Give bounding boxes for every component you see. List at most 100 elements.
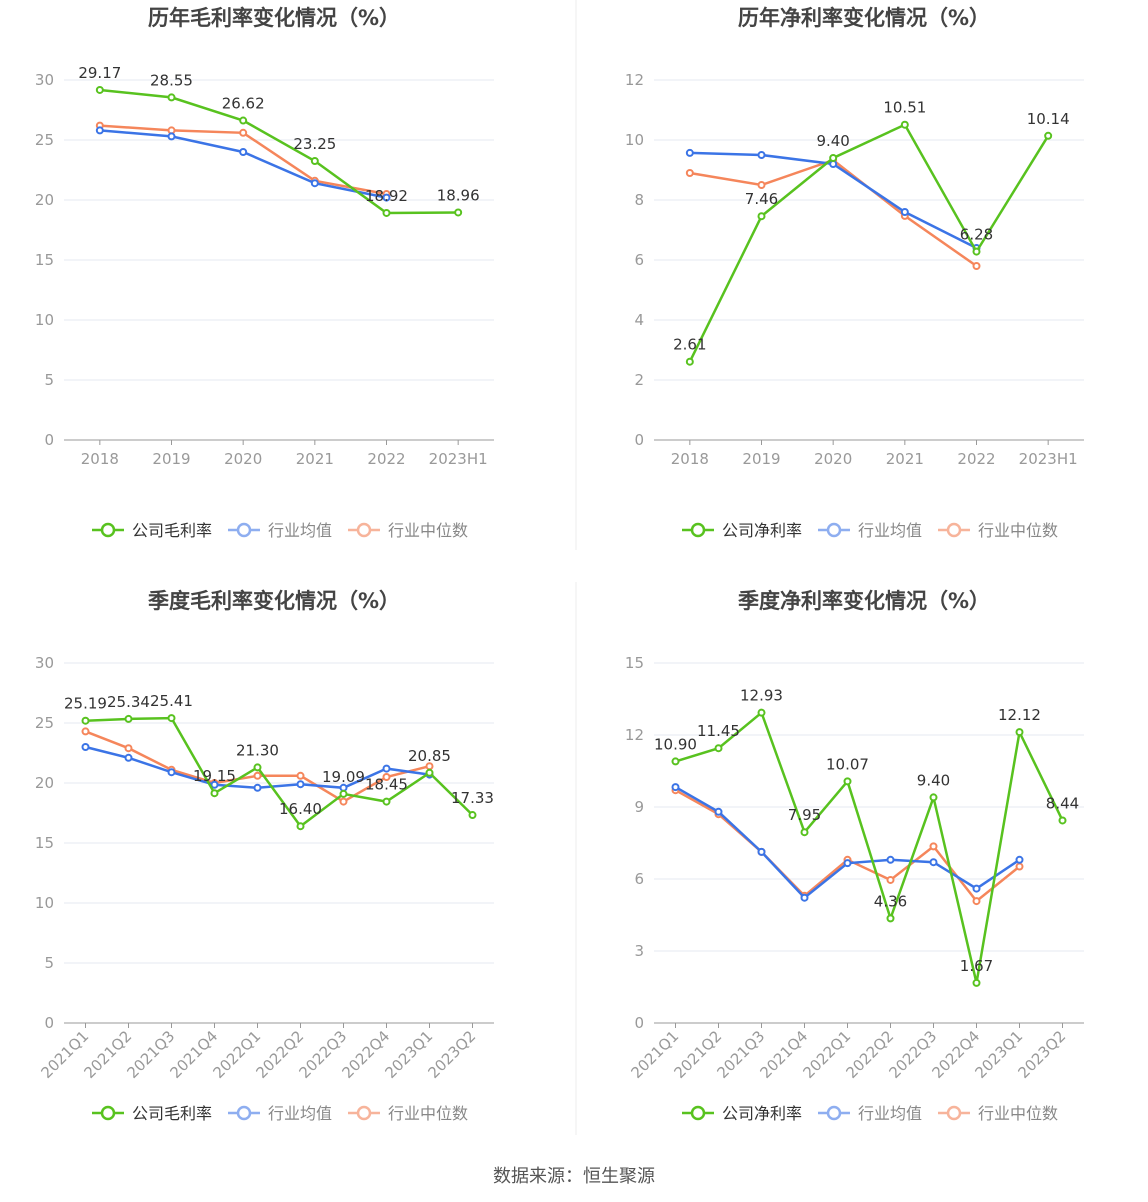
legend-circle-icon [100, 1105, 116, 1121]
data-point[interactable] [167, 768, 176, 777]
legend-label: 行业均值 [268, 521, 332, 540]
data-point[interactable] [757, 151, 766, 159]
y-tick-label: 15 [625, 654, 644, 672]
data-label: 29.17 [78, 64, 121, 82]
data-point[interactable] [167, 93, 176, 102]
data-point[interactable] [454, 208, 463, 217]
data-point[interactable] [253, 771, 262, 780]
data-point[interactable] [800, 828, 809, 837]
data-point[interactable] [425, 768, 434, 777]
data-point[interactable] [714, 744, 723, 753]
legend-item-2[interactable]: 行业中位数 [938, 1104, 1058, 1123]
data-point[interactable] [886, 855, 895, 864]
data-point[interactable] [210, 780, 219, 789]
data-point[interactable] [81, 727, 90, 736]
data-point[interactable] [239, 116, 248, 125]
data-point[interactable] [757, 181, 766, 189]
data-point[interactable] [95, 85, 104, 94]
data-point[interactable] [671, 757, 680, 766]
data-point[interactable] [167, 714, 176, 723]
data-point[interactable] [1044, 131, 1053, 140]
legend-item-1[interactable]: 行业均值 [228, 521, 332, 540]
chart-title: 季度毛利率变化情况（%） [148, 589, 400, 613]
data-point[interactable] [757, 708, 766, 717]
y-tick-label: 20 [35, 774, 54, 792]
data-point[interactable] [382, 764, 391, 773]
legend-item-2[interactable]: 行业中位数 [348, 521, 468, 540]
data-point[interactable] [685, 148, 694, 157]
data-point[interactable] [757, 212, 766, 221]
data-point[interactable] [972, 978, 981, 987]
data-point[interactable] [757, 847, 766, 856]
data-point[interactable] [339, 797, 348, 806]
data-point[interactable] [685, 169, 694, 177]
data-point[interactable] [124, 714, 133, 723]
data-point[interactable] [382, 193, 391, 202]
data-label: 10.14 [1027, 110, 1070, 128]
data-point[interactable] [296, 780, 305, 789]
data-point[interactable] [685, 357, 694, 366]
data-point[interactable] [382, 797, 391, 806]
data-point[interactable] [124, 753, 133, 762]
x-tick-label: 2023H1 [1019, 450, 1078, 468]
data-point[interactable] [714, 807, 723, 816]
data-point[interactable] [382, 773, 391, 781]
data-point[interactable] [81, 716, 90, 725]
data-point[interactable] [296, 822, 305, 831]
data-point[interactable] [239, 148, 248, 156]
data-point[interactable] [1058, 816, 1067, 825]
data-point[interactable] [468, 811, 477, 820]
data-point[interactable] [886, 914, 895, 923]
data-point[interactable] [1015, 855, 1024, 864]
data-point[interactable] [900, 120, 909, 129]
data-point[interactable] [843, 777, 852, 786]
data-point[interactable] [829, 154, 838, 162]
data-point[interactable] [900, 208, 909, 216]
data-point[interactable] [95, 126, 104, 135]
data-label: 11.45 [697, 722, 740, 740]
data-point[interactable] [253, 783, 262, 792]
data-point[interactable] [382, 208, 391, 217]
data-point[interactable] [1015, 728, 1024, 737]
legend-item-0[interactable]: 公司净利率 [682, 1104, 802, 1123]
data-point[interactable] [972, 884, 981, 893]
data-point[interactable] [972, 247, 981, 256]
data-point[interactable] [800, 893, 809, 902]
legend-circle-icon [236, 522, 252, 538]
legend-item-1[interactable]: 行业均值 [818, 521, 922, 540]
data-point[interactable] [210, 789, 219, 798]
legend-item-1[interactable]: 行业均值 [228, 1104, 332, 1123]
data-point[interactable] [167, 132, 176, 141]
data-point[interactable] [1015, 862, 1024, 871]
data-label: 25.34 [107, 693, 150, 711]
legend-item-0[interactable]: 公司净利率 [682, 521, 802, 540]
data-point[interactable] [972, 897, 981, 906]
data-point[interactable] [929, 858, 938, 867]
y-tick-label: 12 [625, 726, 644, 744]
data-label: 17.33 [451, 789, 494, 807]
legend-item-0[interactable]: 公司毛利率 [92, 1104, 212, 1123]
data-label: 18.92 [365, 187, 408, 205]
data-label: 19.15 [193, 767, 236, 785]
data-point[interactable] [886, 875, 895, 884]
series-line-0 [99, 88, 459, 215]
data-point[interactable] [671, 783, 680, 792]
data-point[interactable] [929, 842, 938, 851]
data-point[interactable] [253, 763, 262, 772]
legend-item-1[interactable]: 行业均值 [818, 1104, 922, 1123]
chart-title: 季度净利率变化情况（%） [738, 589, 990, 613]
data-point[interactable] [843, 859, 852, 868]
legend-item-2[interactable]: 行业中位数 [348, 1104, 468, 1123]
legend-item-2[interactable]: 行业中位数 [938, 521, 1058, 540]
chart-1: 历年净利率变化情况（%） 0 2 4 6 8 10 12 2018 2019 2020 2021 202… [625, 6, 1084, 540]
data-point[interactable] [296, 771, 305, 780]
data-point[interactable] [239, 128, 248, 137]
data-point[interactable] [124, 744, 133, 753]
data-point[interactable] [929, 793, 938, 802]
legend-item-0[interactable]: 公司毛利率 [92, 521, 212, 540]
data-point[interactable] [339, 789, 348, 798]
data-point[interactable] [81, 743, 90, 751]
data-point[interactable] [310, 157, 319, 165]
data-point[interactable] [310, 179, 319, 188]
data-point[interactable] [972, 262, 981, 270]
